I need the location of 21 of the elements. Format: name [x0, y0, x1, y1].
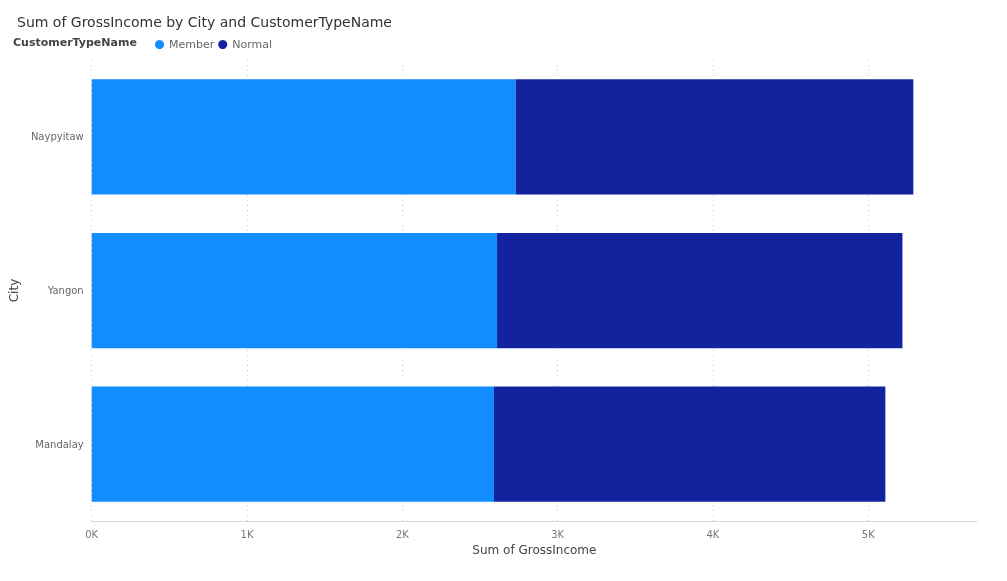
bar: [497, 232, 903, 349]
legend-label: Member: [169, 38, 215, 51]
y-tick-label: Naypyitaw: [30, 131, 84, 143]
legend-label: Normal: [232, 38, 273, 51]
bar: [91, 386, 494, 502]
legend-title: CustomerTypeName: [13, 36, 137, 49]
x-tick-label: 3K: [551, 528, 565, 540]
bar: [515, 79, 914, 195]
bar: [91, 232, 498, 349]
x-tick-label: 5K: [861, 528, 876, 540]
x-tick-label: 1K: [240, 528, 254, 540]
bar: [91, 79, 516, 195]
x-tick-label: 4K: [706, 528, 720, 540]
y-axis-title: City: [7, 278, 21, 303]
x-axis-title: Sum of GrossIncome: [472, 542, 597, 557]
y-tick-label: Mandalay: [35, 438, 84, 450]
bar: [493, 386, 886, 502]
x-tick-label: 0K: [85, 528, 99, 540]
y-tick-label: Yangon: [46, 285, 84, 296]
chart-title: Sum of GrossIncome by City and CustomerTypeName: [17, 14, 392, 30]
x-tick-label: 2K: [395, 528, 410, 540]
